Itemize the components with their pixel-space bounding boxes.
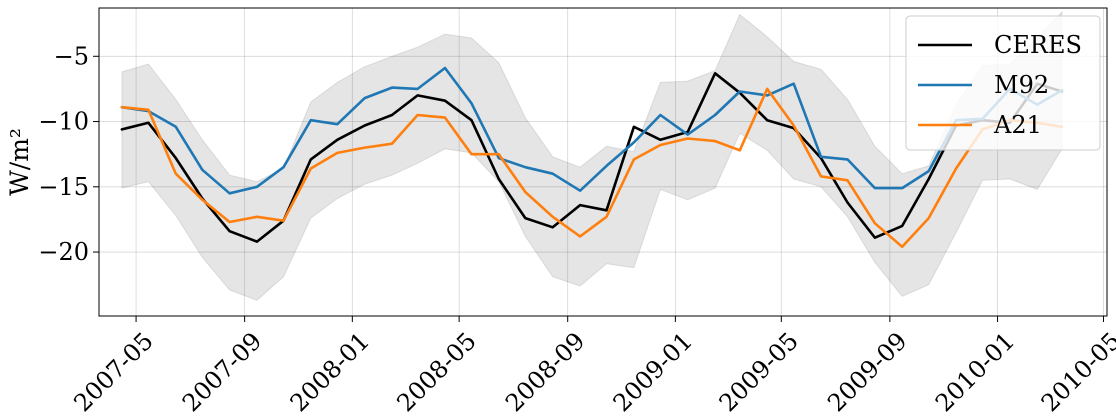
series-line-a21 xyxy=(120,87,1064,249)
grid xyxy=(99,8,1107,316)
legend-label: M92 xyxy=(994,71,1049,99)
legend-box xyxy=(905,15,1101,151)
x-tick-label: 2010-01 xyxy=(930,327,1020,417)
y-tick-label: −15 xyxy=(38,173,89,201)
series-line-ceres xyxy=(120,72,1064,243)
plot-frame xyxy=(98,7,1108,317)
series-line-m92 xyxy=(120,66,1064,195)
x-tick-label: 2007-09 xyxy=(177,327,267,417)
x-tick-label: 2008-01 xyxy=(285,327,375,417)
y-axis-label: W/m² xyxy=(5,128,34,196)
x-tick-label: 2008-09 xyxy=(500,327,590,417)
legend-label: A21 xyxy=(993,111,1042,139)
x-tick-label: 2007-05 xyxy=(68,327,158,417)
y-tick-label: −10 xyxy=(38,108,89,136)
x-tick-label: 2009-05 xyxy=(714,327,804,417)
x-tick-label: 2009-01 xyxy=(608,327,698,417)
y-axis: −5 −10 −15 −20 xyxy=(38,42,99,266)
series-lines xyxy=(120,66,1064,249)
x-tick-label: 2008-05 xyxy=(391,327,481,417)
x-axis: 2007-05 2007-09 2008-01 2008-05 2008-09 2009-… xyxy=(68,316,1116,417)
y-tick-label: −20 xyxy=(38,238,89,266)
legend-label: CERES xyxy=(994,31,1082,59)
x-tick-label: 2009-09 xyxy=(822,327,912,417)
y-tick-label: −5 xyxy=(54,42,89,70)
x-tick-label: 2010-05 xyxy=(1036,327,1116,417)
legend: CERES M92 A21 xyxy=(905,15,1101,151)
